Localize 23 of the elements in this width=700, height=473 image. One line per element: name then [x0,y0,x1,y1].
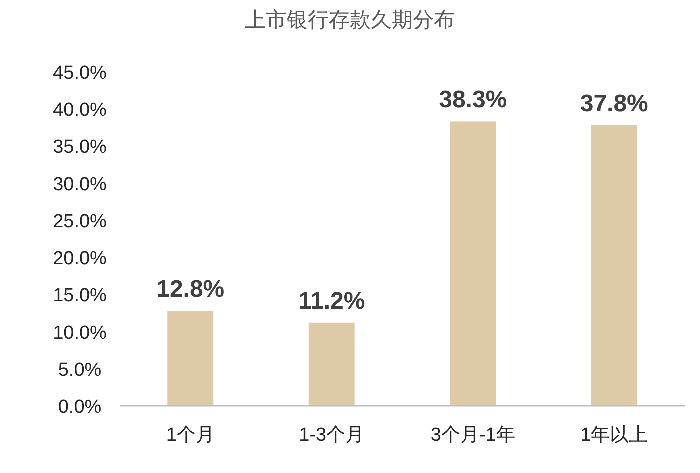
y-tick-label: 45.0% [53,63,108,84]
x-tick-label: 1-3个月 [299,425,365,446]
y-tick-label: 5.0% [58,360,102,381]
x-tick-label: 3个月-1年 [430,425,516,446]
bar [168,310,214,406]
y-tick-label: 25.0% [53,211,108,232]
bar [591,125,638,406]
y-tick-label: 20.0% [53,248,108,270]
y-tick-label: 10.0% [53,322,108,344]
bar [308,322,355,406]
y-tick-label: 30.0% [53,174,108,196]
y-tick-label: 40.0% [53,100,108,122]
data-label: 38.3% [439,86,508,114]
bar [450,122,496,406]
y-tick-label: 15.0% [53,286,108,307]
data-label: 12.8% [156,276,225,303]
y-tick-label: 35.0% [53,137,108,158]
data-label: 11.2% [298,288,366,315]
x-tick-label: 1年以上 [580,425,648,446]
data-label: 37.8% [580,90,648,118]
chart-title: 上市银行存款久期分布 [245,9,455,32]
x-tick-label: 1个月 [166,425,215,446]
y-tick-label: 0.0% [58,397,102,418]
